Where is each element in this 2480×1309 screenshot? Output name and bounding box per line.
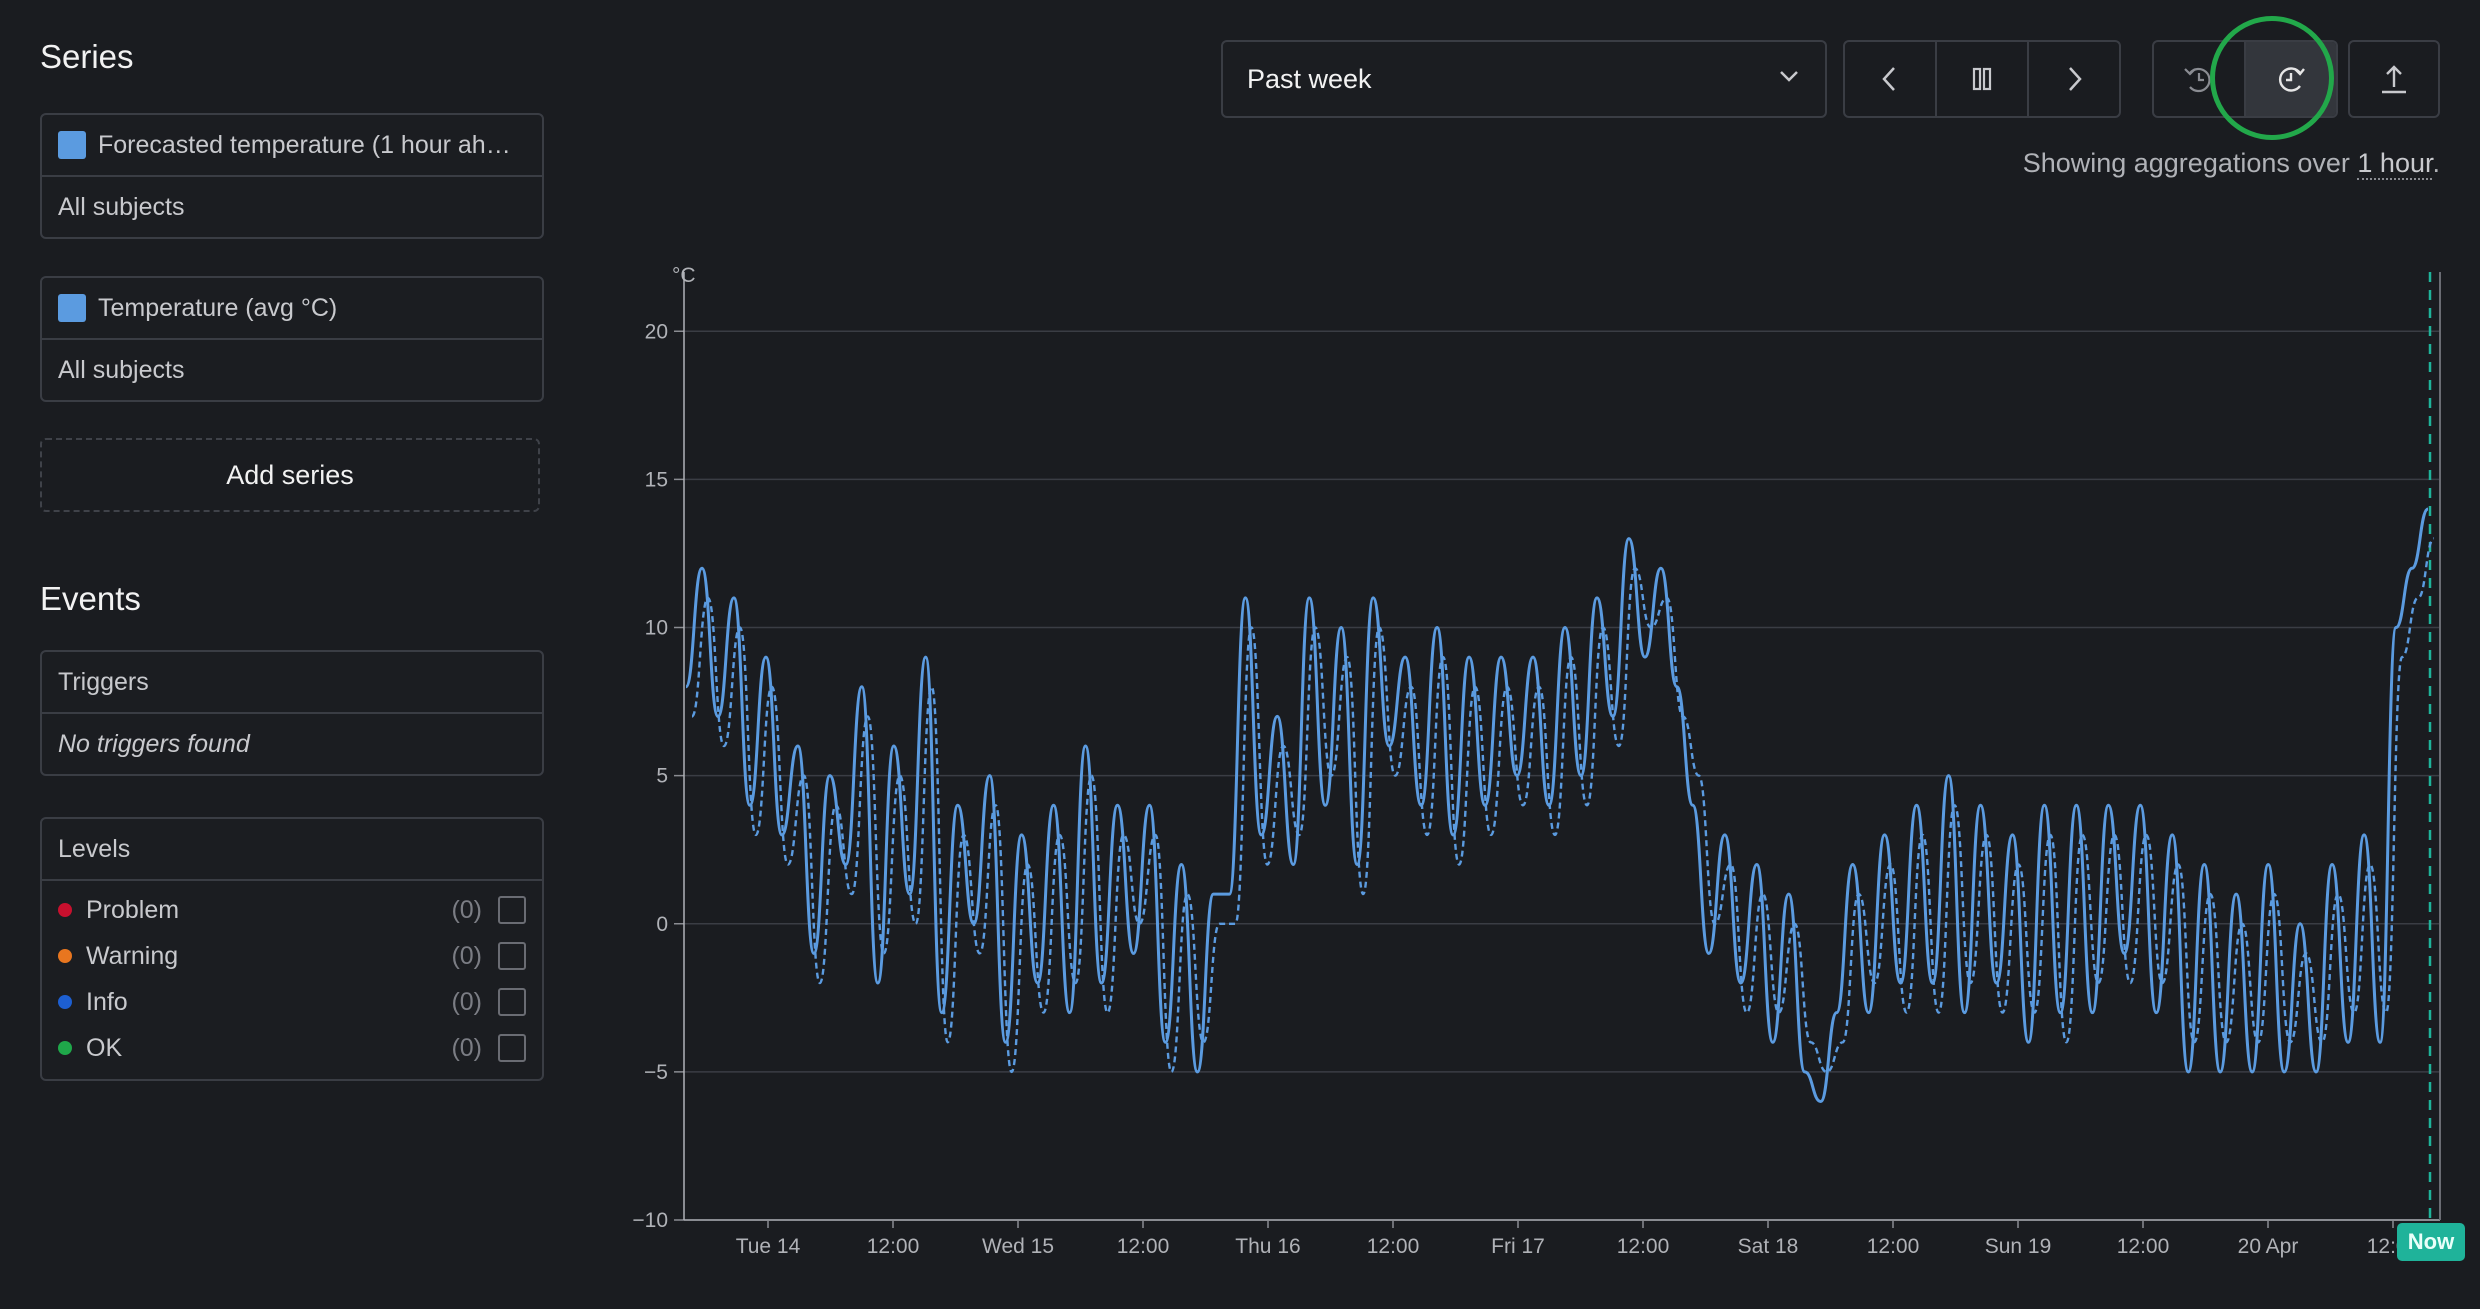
level-label: Warning — [86, 941, 179, 970]
aggregation-note: Showing aggregations over 1 hour. — [2022, 148, 2440, 180]
series-card-temperature[interactable]: Temperature (avg °C) All subjects — [40, 276, 544, 402]
triggers-card: Triggers No triggers found — [40, 650, 544, 776]
level-checkbox[interactable] — [498, 988, 526, 1016]
level-dot — [58, 995, 72, 1009]
time-range-select[interactable]: Past week — [1221, 40, 1827, 118]
now-badge: Now — [2397, 1223, 2465, 1261]
chevron-left-icon — [1882, 67, 1895, 91]
add-series-button[interactable]: Add series — [40, 438, 540, 512]
level-count: (0) — [451, 941, 482, 970]
level-dot — [58, 949, 72, 963]
chart-area[interactable]: °C −10 −5 0 5 10 15 20 Tue 14 12:00 Wed 15 12:00 Thu… — [600, 220, 2480, 1304]
x-tick-label: Wed 15 — [982, 1235, 1054, 1258]
series-subjects[interactable]: All subjects — [42, 175, 542, 237]
export-icon — [2382, 65, 2406, 94]
y-tick-label: 15 — [645, 468, 668, 491]
chevron-down-icon — [1777, 64, 1801, 95]
x-tick-label: 12:00 — [1617, 1235, 1670, 1258]
events-heading: Events — [40, 580, 141, 617]
time-range-value: Past week — [1247, 63, 1372, 94]
aggregation-interval[interactable]: 1 hour — [2357, 148, 2433, 180]
level-info[interactable]: Info (0) — [42, 979, 542, 1025]
level-count: (0) — [451, 1033, 482, 1062]
y-tick-label: 0 — [656, 913, 668, 936]
triggers-empty: No triggers found — [42, 712, 542, 774]
x-tick-label: 12:00 — [867, 1235, 920, 1258]
x-tick-label: Sun 19 — [1985, 1235, 2052, 1258]
x-tick-label: Sat 18 — [1738, 1235, 1799, 1258]
level-dot — [58, 1041, 72, 1055]
next-button[interactable] — [2027, 42, 2119, 116]
series-line-forecast — [690, 537, 2436, 1074]
level-count: (0) — [451, 987, 482, 1016]
x-tick-label: Fri 17 — [1491, 1235, 1545, 1258]
y-tick-label: 5 — [656, 765, 668, 788]
pause-button[interactable] — [1935, 42, 2027, 116]
levels-card: Levels Problem (0) Warning (0) Info (0) — [40, 817, 544, 1081]
y-tick-label: −5 — [644, 1061, 668, 1084]
navigation-group — [1843, 40, 2121, 118]
pause-icon — [1972, 67, 1992, 91]
triggers-header: Triggers — [58, 667, 149, 696]
y-tick-label: 10 — [645, 617, 668, 640]
export-button[interactable] — [2350, 42, 2438, 116]
level-count: (0) — [451, 895, 482, 924]
series-card-forecast[interactable]: Forecasted temperature (1 hour ah… All s… — [40, 113, 544, 239]
level-checkbox[interactable] — [498, 1034, 526, 1062]
export-group — [2348, 40, 2440, 118]
undo-zoom-button[interactable] — [2154, 42, 2244, 116]
series-color-swatch — [58, 294, 86, 322]
level-checkbox[interactable] — [498, 942, 526, 970]
level-dot — [58, 903, 72, 917]
x-tick-label: 12:00 — [1117, 1235, 1170, 1258]
level-checkbox[interactable] — [498, 896, 526, 924]
series-subjects[interactable]: All subjects — [42, 338, 542, 400]
level-label: Problem — [86, 895, 180, 924]
x-tick-label: 12:00 — [1867, 1235, 1920, 1258]
x-tick-label: 20 Apr — [2238, 1235, 2299, 1258]
highlight-ring — [2210, 16, 2334, 140]
level-ok[interactable]: OK (0) — [42, 1025, 542, 1071]
x-tick-label: 12:00 — [2117, 1235, 2170, 1258]
series-line-temperature — [684, 507, 2430, 1104]
series-color-swatch — [58, 131, 86, 159]
aggregation-prefix: Showing aggregations over — [2022, 148, 2358, 178]
x-tick-label: Thu 16 — [1235, 1235, 1300, 1258]
aggregation-suffix: . — [2432, 148, 2440, 178]
level-problem[interactable]: Problem (0) — [42, 887, 542, 933]
level-label: OK — [86, 1033, 123, 1062]
y-tick-label: 20 — [645, 320, 668, 343]
series-heading: Series — [40, 38, 134, 75]
x-tick-label: Tue 14 — [736, 1235, 801, 1258]
previous-button[interactable] — [1845, 42, 1935, 116]
y-tick-label: −10 — [632, 1209, 668, 1232]
level-warning[interactable]: Warning (0) — [42, 933, 542, 979]
chevron-right-icon — [2069, 67, 2082, 91]
series-label: Temperature (avg °C) — [98, 293, 338, 322]
levels-header: Levels — [42, 819, 542, 881]
level-label: Info — [86, 987, 128, 1016]
undo-zoom-icon — [2184, 67, 2211, 93]
x-tick-label: 12:00 — [1367, 1235, 1420, 1258]
series-label: Forecasted temperature (1 hour ah… — [98, 130, 511, 159]
